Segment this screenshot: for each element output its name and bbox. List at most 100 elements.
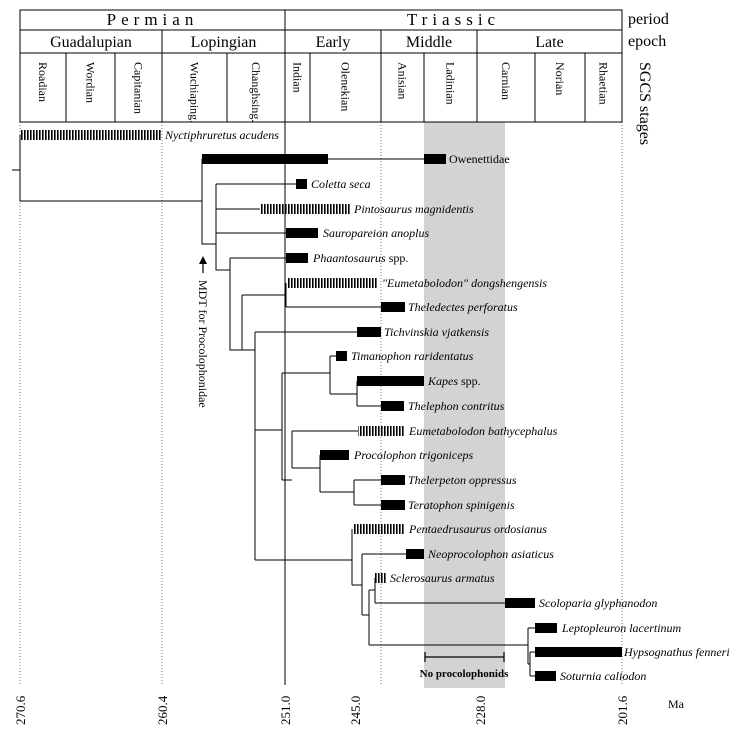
taxon-label: Thelephon contritus (408, 399, 505, 413)
taxon-name: Coletta seca (311, 177, 371, 191)
epoch: Late (535, 34, 563, 51)
stage: Carnian (499, 62, 513, 100)
taxon-name: Timanophon raridentatus (351, 349, 474, 363)
taxon-label: Leptopleuron lacertinum (561, 621, 682, 635)
taxon-label: Procolophon trigoniceps (353, 448, 474, 462)
range-bar (381, 401, 404, 411)
epoch: Guadalupian (50, 34, 132, 51)
epoch: Early (316, 34, 351, 51)
taxon-name: Phaantosaurus (312, 251, 386, 265)
range-bar (381, 302, 405, 312)
taxon-name: Tichvinskia vjatkensis (384, 325, 489, 339)
epoch: Middle (406, 34, 452, 51)
header-grid (19, 9, 623, 123)
taxon-label: Sauropareion anoplus (323, 226, 429, 240)
taxon-label: Timanophon raridentatus (351, 349, 474, 363)
row-label: period (628, 11, 669, 28)
range-bar (296, 179, 307, 189)
taxon-name: Sclerosaurus armatus (390, 571, 495, 585)
taxon-name: Procolophon trigoniceps (353, 448, 474, 462)
stage: Wuchiaping. (188, 62, 202, 123)
taxon-label: Owenettidae (449, 152, 510, 166)
taxon-label: Soturnia caliodon (560, 669, 646, 683)
taxon-label: Teratophon spinigenis (408, 498, 515, 512)
range-bar-hatched (358, 426, 405, 436)
range-bar-hatched (287, 278, 378, 288)
stage: Ladinian (444, 62, 458, 105)
taxon-name: Nyctiphruretus acudens (164, 128, 279, 142)
range-bar (357, 327, 381, 337)
axis-unit: Ma (668, 697, 685, 711)
taxon-name: Leptopleuron lacertinum (561, 621, 682, 635)
taxon-name: Hypsognathus fenneri (623, 645, 730, 659)
stage: Changhsing. (249, 62, 263, 122)
stage: Rhaetian (597, 62, 611, 105)
taxon-label: Nyctiphruretus acudens (164, 128, 279, 142)
taxon-name: Pintosaurus magnidentis (353, 202, 474, 216)
taxon-label: Kapes spp. (427, 374, 481, 388)
taxon-name: "Eumetabolodon" dongshengensis (382, 276, 547, 290)
taxon-name: Sauropareion anoplus (323, 226, 429, 240)
range-bar-hatched (353, 524, 405, 534)
range-bar (320, 450, 349, 460)
stage: Roadian (36, 62, 50, 102)
range-bar (406, 549, 424, 559)
taxon-name: Thelephon contritus (408, 399, 505, 413)
taxon-extra: spp. (389, 251, 409, 265)
stage: Wordian (84, 62, 98, 103)
age-tick-label: 260.4 (155, 695, 170, 725)
range-bar-hatched (20, 130, 162, 140)
age-tick-label: 228.0 (473, 696, 488, 725)
taxon-label: Theledectes perforatus (408, 300, 518, 314)
row-label: SGCS stages (636, 62, 653, 145)
age-tick-label: 245.0 (348, 696, 363, 725)
taxon-label: Pentaedrusaurus ordosianus (408, 522, 547, 536)
age-tick-label: 201.6 (615, 695, 630, 725)
taxon-name: Eumetabolodon bathycephalus (408, 424, 558, 438)
taxon-name: Teratophon spinigenis (408, 498, 515, 512)
taxon-label: Tichvinskia vjatkensis (384, 325, 489, 339)
taxon-label: Thelerpeton oppressus (408, 473, 517, 487)
range-bar (535, 671, 556, 681)
taxon-label: Eumetabolodon bathycephalus (408, 424, 558, 438)
period: Triassic (407, 10, 500, 29)
stage: Capitanian (132, 62, 146, 114)
period: Permian (107, 10, 199, 29)
taxon-label: Phaantosaurus spp. (312, 251, 408, 265)
range-bar-hatched (375, 573, 386, 583)
range-bar (357, 376, 424, 386)
taxon-label: Scoloparia glyphanodon (539, 596, 657, 610)
taxon-label: Coletta seca (311, 177, 371, 191)
stage: Olenekian (339, 62, 353, 111)
mdt-label: MDT for Procolophonidae (196, 280, 210, 408)
epoch: Lopingian (191, 34, 257, 51)
taxon-name: Kapes (427, 374, 458, 388)
age-tick-label: 251.0 (278, 696, 293, 725)
gap-label: No procolophonids (420, 668, 509, 680)
range-bar-hatched (260, 204, 350, 214)
stage: Indian (291, 62, 305, 93)
taxon-label: Hypsognathus fenneri (623, 645, 730, 659)
taxon-extra: spp. (461, 374, 481, 388)
stage: Norian (553, 62, 567, 95)
taxon-label: "Eumetabolodon" dongshengensis (382, 276, 547, 290)
range-bar (381, 500, 405, 510)
range-bar (505, 598, 535, 608)
taxon-name: Soturnia caliodon (560, 669, 646, 683)
gap-bracket (424, 652, 505, 662)
tree-branches (12, 135, 535, 677)
taxon-name: Scoloparia glyphanodon (539, 596, 657, 610)
taxon-name: Theledectes perforatus (408, 300, 518, 314)
time-lines (19, 122, 623, 685)
age-tick-label: 270.6 (13, 695, 28, 725)
taxon-label: Pintosaurus magnidentis (353, 202, 474, 216)
range-bar (286, 228, 318, 238)
range-bar (381, 475, 405, 485)
taxon-name: Pentaedrusaurus ordosianus (408, 522, 547, 536)
taxon-name: Neoprocolophon asiaticus (427, 547, 554, 561)
taxon-label: Neoprocolophon asiaticus (427, 547, 554, 561)
row-label: epoch (628, 33, 666, 50)
stage: Anisian (396, 62, 410, 99)
range-bar (424, 154, 446, 164)
